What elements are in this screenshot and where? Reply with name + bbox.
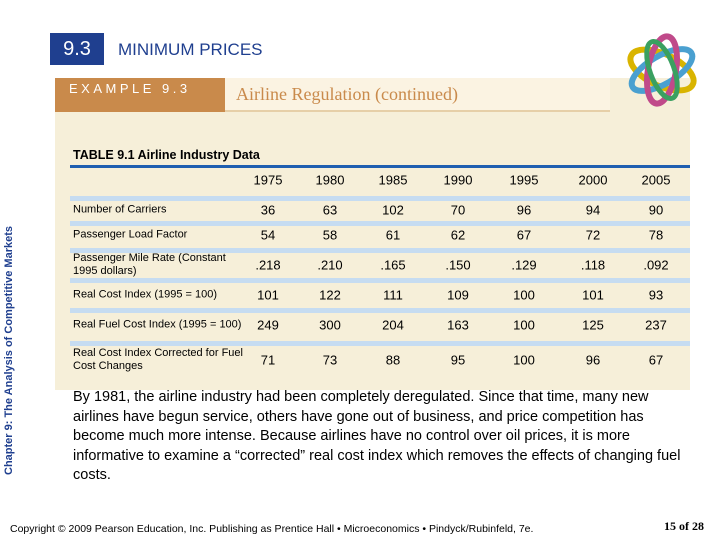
table-cell: 101	[582, 287, 604, 303]
table-cell: 101	[257, 287, 279, 303]
column-header: 1990	[443, 172, 473, 188]
table-cell: 249	[257, 317, 279, 333]
table-cell: 96	[585, 352, 601, 368]
table-cell: 95	[450, 352, 466, 368]
paragraph: By 1981, the airline industry had been c…	[73, 389, 681, 483]
table-cell: 88	[385, 352, 401, 368]
table-cell: .092	[643, 257, 669, 273]
table-cell: 54	[260, 227, 276, 243]
row-label: Number of Carriers	[73, 203, 167, 216]
column-header: 2000	[578, 172, 608, 188]
table-cell: 122	[319, 287, 341, 303]
table-cell: .218	[255, 257, 281, 273]
table-cell: 61	[385, 227, 401, 243]
row-separator	[70, 308, 690, 313]
table-caption: TABLE 9.1 Airline Industry Data	[73, 148, 260, 162]
table-cell: 73	[322, 352, 338, 368]
table-cell: 90	[648, 202, 664, 218]
panel	[55, 78, 690, 390]
table-cell: 111	[383, 287, 403, 303]
column-header: 1980	[315, 172, 345, 188]
table-cell: 163	[447, 317, 469, 333]
table-cell: 58	[322, 227, 338, 243]
table-cell: 93	[648, 287, 664, 303]
row-label: Real Cost Index Corrected for Fuel Cost …	[73, 347, 243, 372]
table-cell: 67	[648, 352, 664, 368]
table-cell: .150	[445, 257, 471, 273]
column-header: 2005	[641, 172, 671, 188]
section-number: 9.3	[50, 33, 104, 65]
table-cell: 300	[319, 317, 341, 333]
table-cell: 237	[645, 317, 667, 333]
table-cell: 62	[450, 227, 466, 243]
table-cell: 63	[322, 202, 338, 218]
rings-logo	[627, 33, 697, 107]
table-cell: 102	[382, 202, 404, 218]
table-cell: 109	[447, 287, 469, 303]
table-cell: 125	[582, 317, 604, 333]
table-cell: 67	[516, 227, 532, 243]
table-cell: 100	[513, 287, 535, 303]
table-cell: .210	[317, 257, 343, 273]
table-cell: 94	[585, 202, 601, 218]
row-separator	[70, 248, 690, 253]
column-header: 1995	[509, 172, 539, 188]
example-title: Airline Regulation (continued)	[236, 84, 458, 104]
row-label: Real Fuel Cost Index (1995 = 100)	[73, 318, 242, 331]
table-cell: 100	[513, 317, 535, 333]
page-number: 15 of 28	[664, 519, 704, 533]
row-label: Real Cost Index (1995 = 100)	[73, 288, 218, 301]
table-cell: .129	[511, 257, 537, 273]
copyright: Copyright © 2009 Pearson Education, Inc.…	[10, 523, 534, 535]
table-cell: 72	[585, 227, 601, 243]
table-cell: 71	[260, 352, 276, 368]
row-separator	[70, 196, 690, 201]
table-cell: 70	[450, 202, 466, 218]
table-cell: 78	[648, 227, 664, 243]
table-cell: 204	[382, 317, 404, 333]
table-cell: 96	[516, 202, 532, 218]
column-header: 1975	[253, 172, 283, 188]
table-cell: .165	[380, 257, 406, 273]
row-label: Passenger Load Factor	[73, 228, 188, 241]
caption-rule	[70, 165, 690, 168]
table-cell: .118	[580, 257, 606, 273]
table-cell: 36	[260, 202, 276, 218]
section-title: MINIMUM PRICES	[118, 40, 263, 59]
row-label: Passenger Mile Rate (Constant 1995 dolla…	[73, 252, 226, 277]
column-header: 1985	[378, 172, 408, 188]
table-cell: 100	[513, 352, 535, 368]
row-separator	[70, 340, 690, 346]
row-separator	[70, 278, 690, 283]
side-label: Chapter 9: The Analysis of Competitive M…	[3, 226, 15, 475]
row-separator	[70, 220, 690, 226]
example-bar	[225, 78, 610, 112]
example-label: EXAMPLE 9.3	[55, 78, 225, 112]
